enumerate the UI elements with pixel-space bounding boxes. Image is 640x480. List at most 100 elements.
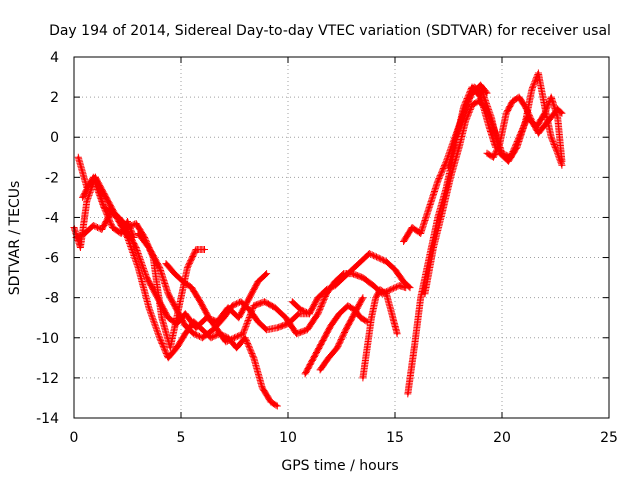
data-point [385, 292, 388, 295]
x-tick-label: 5 [177, 430, 186, 446]
data-point [361, 376, 365, 380]
data-point [498, 142, 502, 145]
data-point [244, 336, 247, 339]
data-point [490, 115, 493, 119]
data-point [374, 296, 377, 299]
data-point [351, 268, 354, 271]
series-trace-8 [301, 302, 371, 378]
data-point [169, 346, 172, 350]
data-point [303, 372, 307, 376]
y-tick-label: -10 [36, 331, 59, 347]
data-point [419, 232, 422, 235]
data-point [477, 99, 480, 103]
plot-frame [73, 56, 610, 419]
data-point [376, 256, 380, 259]
data-point [398, 284, 401, 287]
y-tick-label: 4 [50, 50, 59, 66]
data-point [209, 336, 213, 339]
data-point [92, 224, 95, 227]
data-point [166, 316, 170, 319]
data-point [79, 246, 82, 249]
data-point [325, 288, 328, 291]
data-point [147, 246, 151, 249]
series-trace-10 [359, 286, 401, 382]
series-trace-11 [404, 83, 500, 398]
data-point [269, 400, 273, 404]
data-point [201, 328, 204, 331]
data-point [173, 272, 176, 275]
data-point [560, 111, 564, 115]
data-point [524, 119, 527, 123]
data-point [487, 125, 491, 129]
data-point [160, 316, 163, 319]
data-point [145, 276, 148, 279]
data-point [530, 119, 534, 123]
data-point [530, 87, 534, 91]
data-point [235, 346, 238, 350]
data-point [556, 115, 559, 119]
data-point [560, 164, 564, 167]
data-point [175, 308, 178, 311]
data-point [316, 296, 320, 299]
data-point [485, 91, 489, 95]
data-point [511, 99, 514, 103]
series-markers [74, 153, 281, 410]
data-point [184, 312, 187, 315]
data-point [316, 312, 320, 315]
data-point [485, 152, 489, 155]
data-point [447, 166, 450, 169]
series-markers [359, 286, 401, 382]
data-point [134, 222, 138, 225]
data-point [252, 356, 255, 360]
data-point [507, 160, 510, 163]
data-point [81, 196, 84, 199]
y-tick-label: -6 [45, 251, 59, 267]
data-point [464, 119, 467, 123]
data-point [137, 266, 140, 269]
data-point [104, 196, 108, 199]
data-point [92, 176, 95, 179]
data-point [455, 132, 459, 135]
data-point [276, 326, 279, 329]
series-trace-4 [79, 173, 271, 332]
data-point [166, 292, 170, 295]
data-point [481, 91, 484, 95]
chart-title: Day 194 of 2014, Sidereal Day-to-day VTE… [49, 23, 611, 39]
data-point [370, 316, 373, 319]
series-trace-7 [288, 250, 414, 318]
data-point [389, 288, 392, 291]
data-point [291, 300, 294, 303]
data-point [353, 312, 356, 315]
data-point [194, 248, 198, 251]
data-point [199, 300, 202, 303]
data-point [299, 308, 303, 311]
data-point [175, 322, 178, 325]
data-point [85, 200, 89, 203]
data-point [505, 111, 508, 115]
data-point [222, 316, 225, 319]
series-markers [134, 230, 313, 342]
series-trace-9 [316, 294, 367, 374]
data-point [158, 336, 161, 339]
y-tick-label: -14 [36, 411, 59, 427]
data-point [556, 107, 559, 111]
data-point [184, 324, 187, 327]
data-point [361, 276, 365, 279]
series-trace-12 [400, 81, 491, 245]
data-point [190, 286, 193, 289]
axis-ticks: 0 5 10 15 20 25 -14 -12 -10 -8 -6 -4 -2 0 2 4 [36, 50, 618, 446]
data-point [263, 300, 266, 303]
data-point [346, 304, 350, 307]
data-point [216, 328, 219, 331]
data-point [77, 156, 80, 159]
data-point [203, 248, 206, 251]
data-point [333, 284, 337, 287]
data-point [256, 320, 260, 323]
data-point [359, 260, 362, 263]
data-point [361, 296, 365, 299]
data-point [156, 296, 159, 299]
data-point [432, 246, 435, 249]
data-point [338, 312, 341, 315]
data-point [237, 316, 240, 319]
data-point [458, 146, 461, 149]
